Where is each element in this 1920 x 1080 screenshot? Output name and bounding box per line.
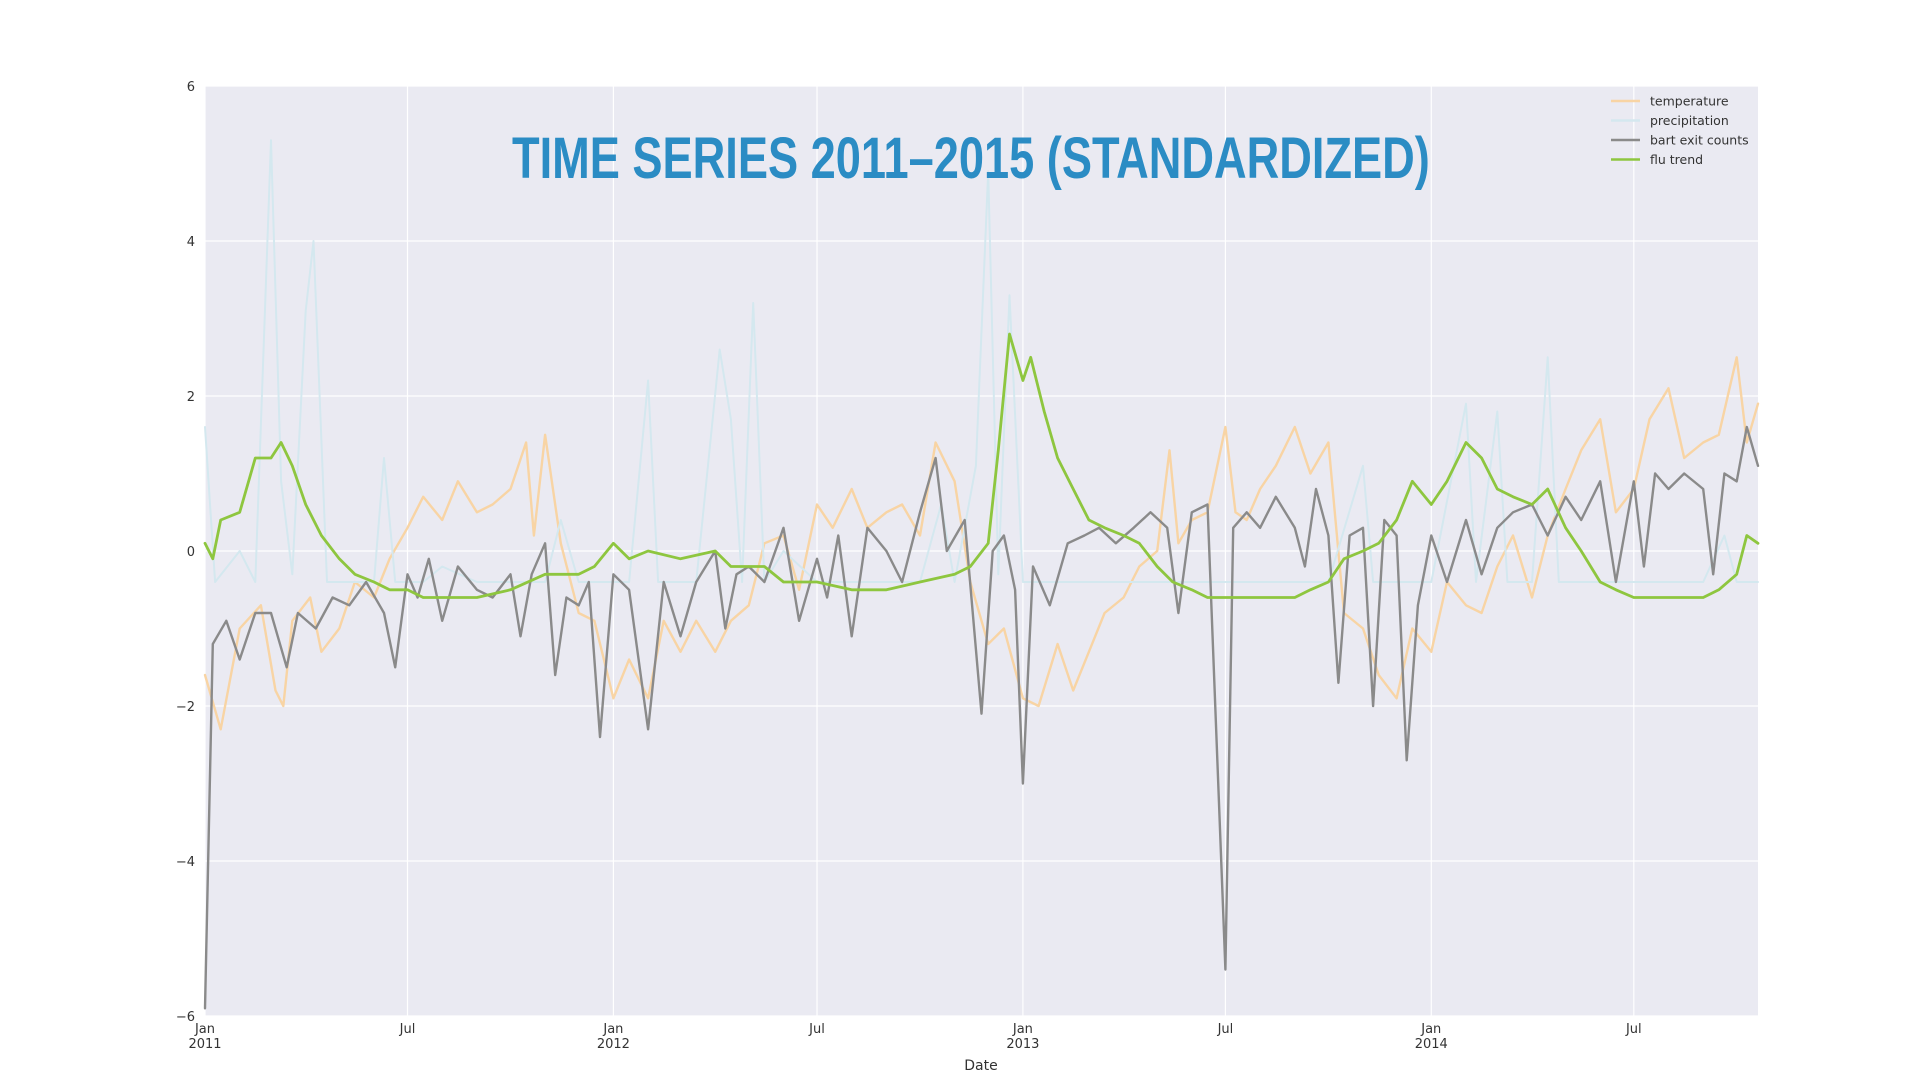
- series-line-temperature: [203, 356, 1760, 731]
- y-tick-label: 4: [187, 235, 195, 250]
- x-tick-label: Jul: [808, 1022, 825, 1037]
- y-tick-label: 6: [187, 80, 195, 95]
- legend-label: bart exit counts: [1650, 133, 1749, 148]
- y-tick-label: −4: [176, 855, 195, 870]
- x-tick-label: Jul: [1625, 1022, 1642, 1037]
- x-tick-year-label: 2011: [188, 1037, 221, 1052]
- x-tick-year-label: 2013: [1006, 1037, 1039, 1052]
- x-tick-label: Jan: [1012, 1022, 1033, 1037]
- x-tick-label: Jul: [399, 1022, 416, 1037]
- x-tick-label: Jan: [194, 1022, 215, 1037]
- x-tick-year-label: 2014: [1415, 1037, 1448, 1052]
- legend: temperature precipitation bart exit counts…: [1611, 94, 1749, 167]
- y-tick-label: 2: [187, 390, 195, 405]
- y-tick-label: −6: [176, 1010, 195, 1025]
- legend-label: precipitation: [1650, 113, 1729, 128]
- legend-label: flu trend: [1650, 152, 1703, 167]
- series-line-bart-exit-counts: [203, 425, 1760, 1010]
- y-tick-label: −2: [176, 700, 195, 715]
- grid-lines: [204, 85, 1758, 1017]
- x-axis-title: Date: [964, 1058, 997, 1074]
- y-tick-label: 0: [187, 545, 195, 560]
- series-line-flu-trend: [203, 332, 1760, 599]
- legend-label: temperature: [1650, 94, 1729, 109]
- chart-title: TIME SERIES 2011–2015 (STANDARDIZED): [512, 127, 1430, 192]
- x-tick-label: Jan: [602, 1022, 623, 1037]
- y-axis-ticks: 6 4 2 0 −2 −4 −6: [176, 80, 195, 1025]
- x-tick-year-label: 2012: [597, 1037, 630, 1052]
- series-lines: [203, 139, 1760, 1010]
- x-tick-label: Jul: [1217, 1022, 1234, 1037]
- x-tick-label: Jan: [1420, 1022, 1441, 1037]
